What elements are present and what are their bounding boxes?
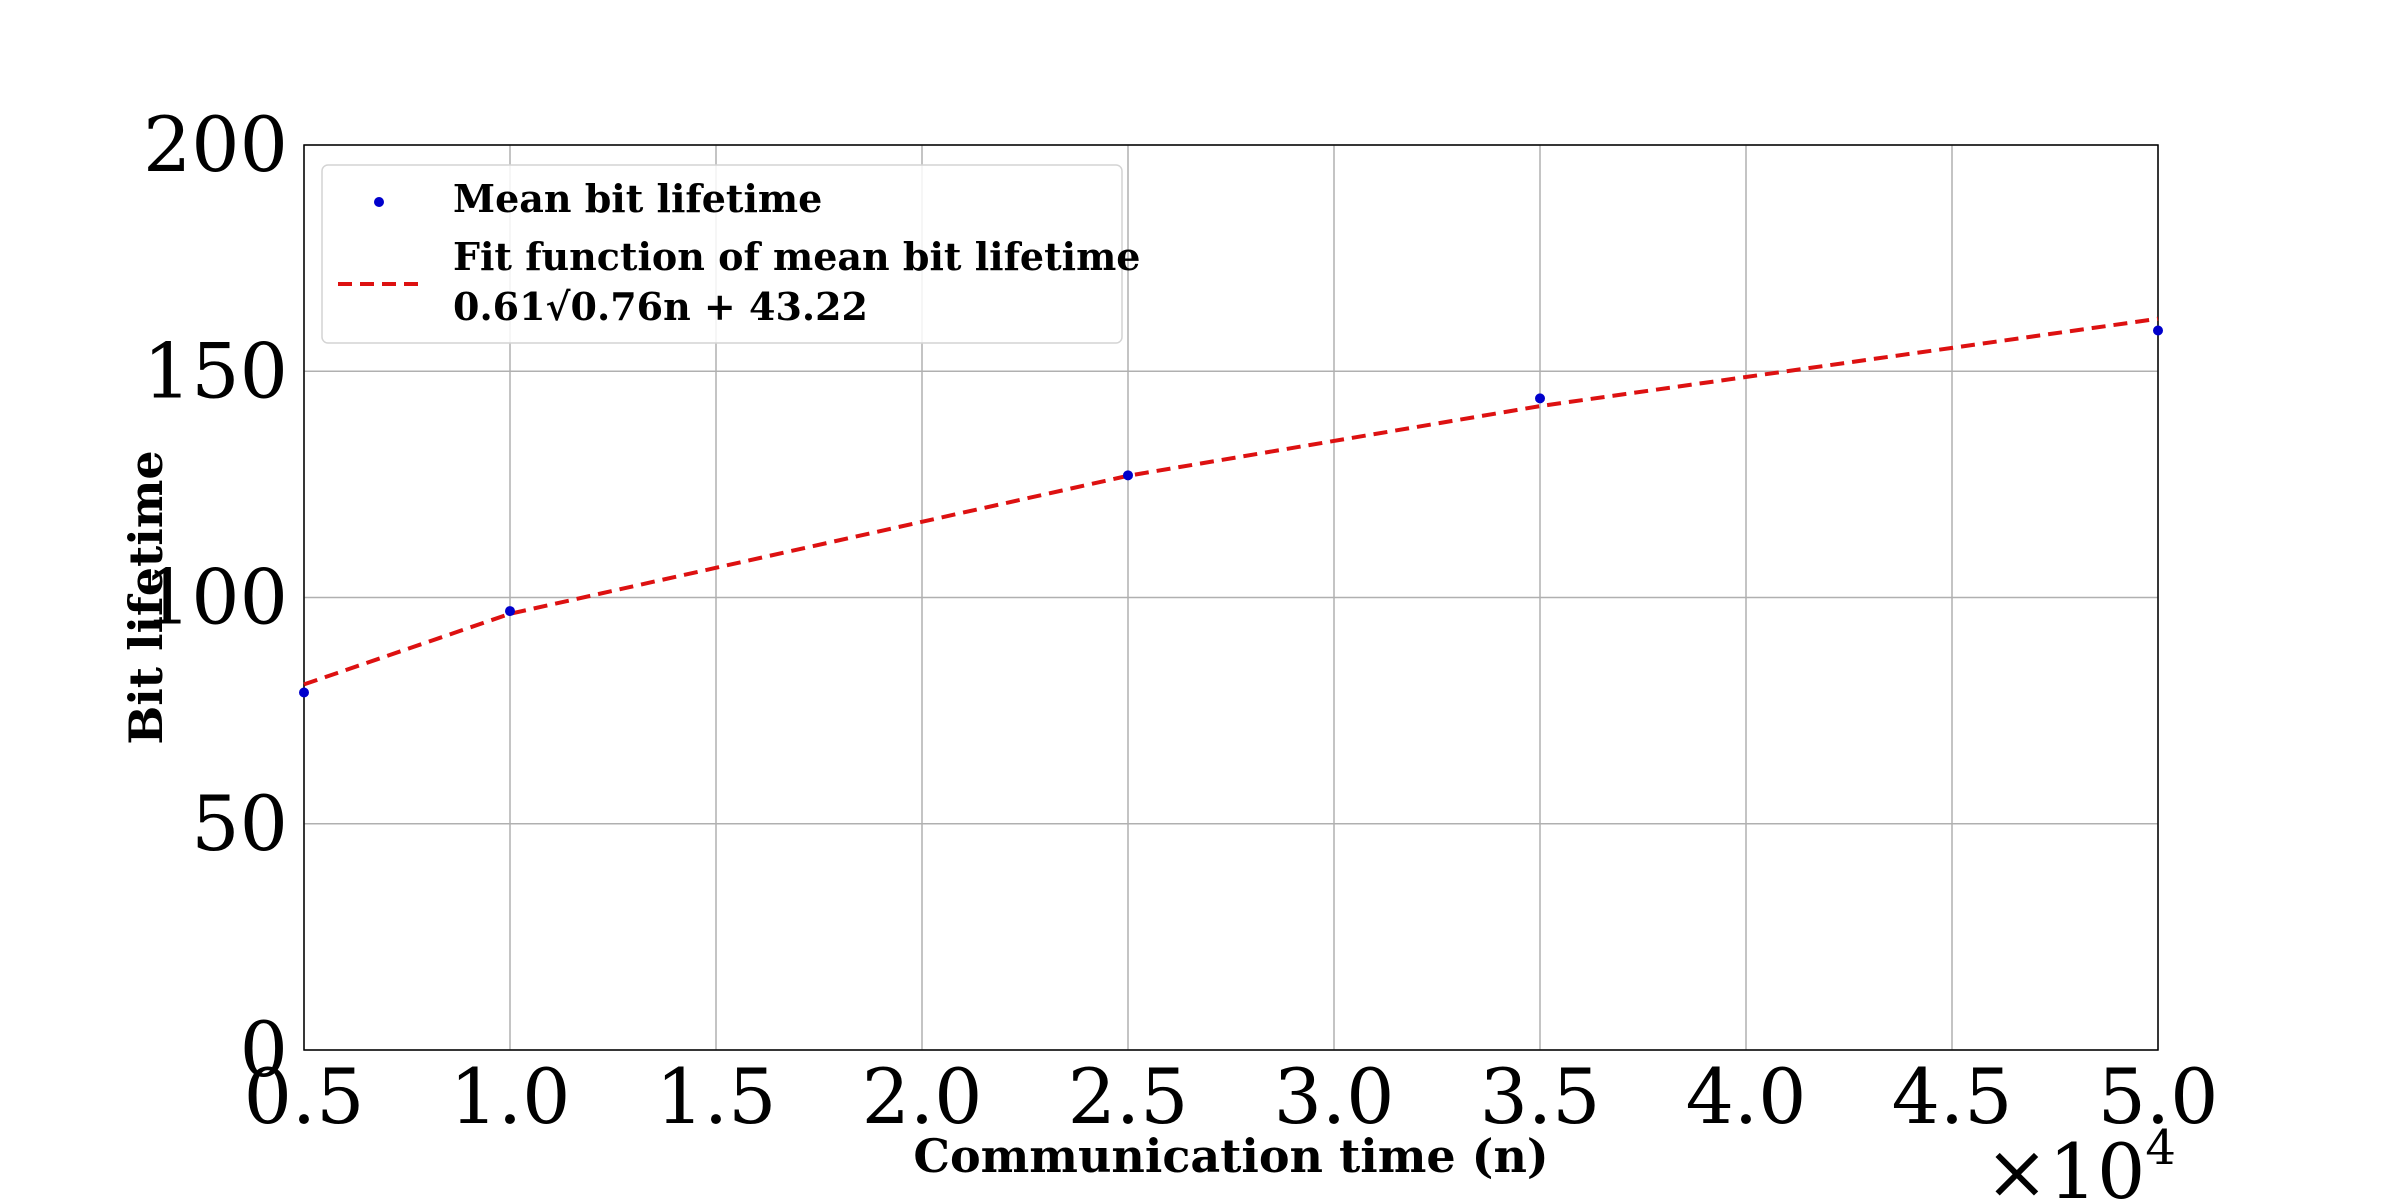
y-axis-label: Bit lifetime (119, 450, 173, 744)
x-tick-label: 0.5 (244, 1052, 365, 1141)
x-tick-label: 3.5 (1480, 1052, 1601, 1141)
y-tick-label: 100 (143, 553, 288, 642)
y-tick-label: 50 (191, 779, 288, 868)
x-multiplier-exponent: 4 (2145, 1120, 2176, 1176)
x-tick-label: 4.5 (1892, 1052, 2013, 1141)
legend-label-fit-formula: 0.61√0.76n + 43.22 (453, 284, 868, 329)
x-tick-label: 2.5 (1068, 1052, 1189, 1141)
data-point (1535, 393, 1545, 404)
x-axis-multiplier: ×104 (1985, 1120, 2176, 1200)
fit-line (303, 316, 2159, 687)
tick-labels: 0.5 1.0 1.5 2.0 2.5 3.0 3.5 4.0 4.5 5.0 0 50 100 150 2… (143, 100, 2219, 1141)
plot-area (303, 144, 2159, 1051)
x-multiplier-base: ×10 (1985, 1127, 2145, 1200)
data-point (505, 606, 515, 617)
y-tick-label: 200 (143, 100, 288, 189)
legend-label-mean: Mean bit lifetime (453, 176, 822, 221)
y-tick-label: 150 (143, 326, 288, 415)
x-tick-label: 1.5 (656, 1052, 777, 1141)
legend: Mean bit lifetime Fit function of mean b… (321, 164, 1140, 344)
x-tick-label: 5.0 (2098, 1052, 2219, 1141)
y-tick-label: 0 (240, 1005, 288, 1094)
legend-label-fit: Fit function of mean bit lifetime (453, 234, 1140, 279)
x-axis-label: Communication time (n) (913, 1129, 1548, 1183)
data-layer (299, 316, 2163, 698)
x-tick-label: 4.0 (1686, 1052, 1807, 1141)
legend-marker-mean (374, 197, 384, 207)
data-point (299, 687, 309, 698)
data-point (2153, 325, 2163, 336)
x-tick-label: 3.0 (1274, 1052, 1395, 1141)
x-tick-label: 2.0 (862, 1052, 983, 1141)
data-point (1123, 470, 1133, 481)
x-tick-label: 1.0 (450, 1052, 571, 1141)
legend-box (321, 164, 1123, 344)
